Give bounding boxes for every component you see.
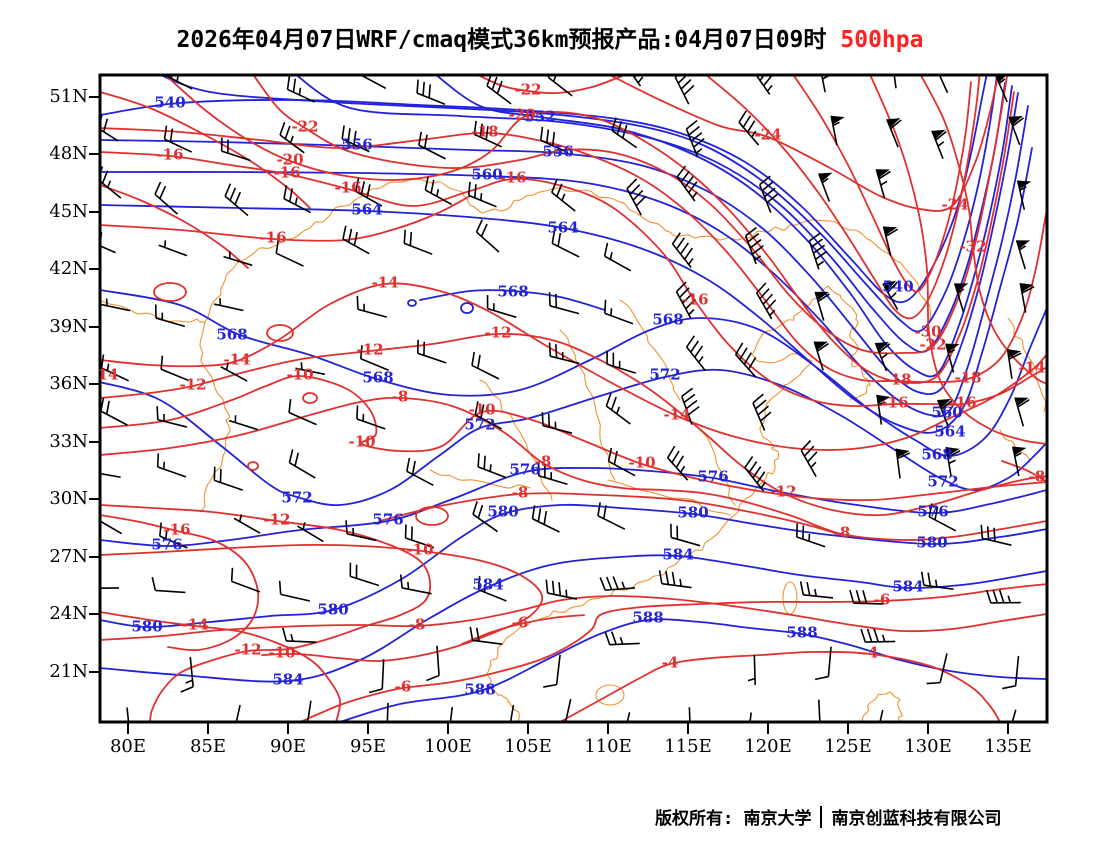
lon-tick-label: 105E xyxy=(504,736,552,757)
lon-tick-label: 120E xyxy=(744,736,792,757)
lat-tick-label: 51N xyxy=(49,86,88,107)
lon-tick-label: 125E xyxy=(824,736,872,757)
lat-tick-label: 21N xyxy=(49,661,88,682)
plot-frame xyxy=(98,73,1049,724)
lon-tick-label: 95E xyxy=(349,736,387,757)
lat-tick-label: 36N xyxy=(49,373,88,394)
lon-tick-label: 110E xyxy=(584,736,632,757)
separator-bar-icon xyxy=(820,806,823,828)
lat-tick-label: 33N xyxy=(49,431,88,452)
copyright-company: 南京创蓝科技有限公司 xyxy=(831,809,1002,829)
lon-tick-label: 135E xyxy=(984,736,1032,757)
lon-tick-label: 130E xyxy=(904,736,952,757)
lat-tick-label: 42N xyxy=(49,258,88,279)
title-main: 2026年04月07日WRF/cmaq模式36km预报产品:04月07日09时 xyxy=(176,27,827,53)
copyright-owner: 版权所有: 南京大学 xyxy=(655,809,812,829)
lon-tick-label: 115E xyxy=(664,736,712,757)
lat-tick-label: 45N xyxy=(49,201,88,222)
lon-tick-label: 90E xyxy=(269,736,307,757)
temperature-contours xyxy=(100,75,1047,722)
lat-tick-label: 39N xyxy=(49,316,88,337)
title-pressure-level: 500hpa xyxy=(840,27,924,53)
lat-tick-label: 27N xyxy=(49,546,88,567)
wind-barbs xyxy=(100,75,1035,722)
axis-ticks xyxy=(89,96,1009,734)
lat-tick-label: 48N xyxy=(49,143,88,164)
lon-tick-label: 80E xyxy=(109,736,147,757)
lon-tick-label: 100E xyxy=(424,736,472,757)
page-title: 2026年04月07日WRF/cmaq模式36km预报产品:04月07日09时 5… xyxy=(0,20,1100,54)
copyright-footer: 版权所有: 南京大学 南京创蓝科技有限公司 xyxy=(655,804,1001,829)
lon-tick-label: 85E xyxy=(189,736,227,757)
lat-tick-label: 30N xyxy=(49,488,88,509)
lat-tick-label: 24N xyxy=(49,603,88,624)
